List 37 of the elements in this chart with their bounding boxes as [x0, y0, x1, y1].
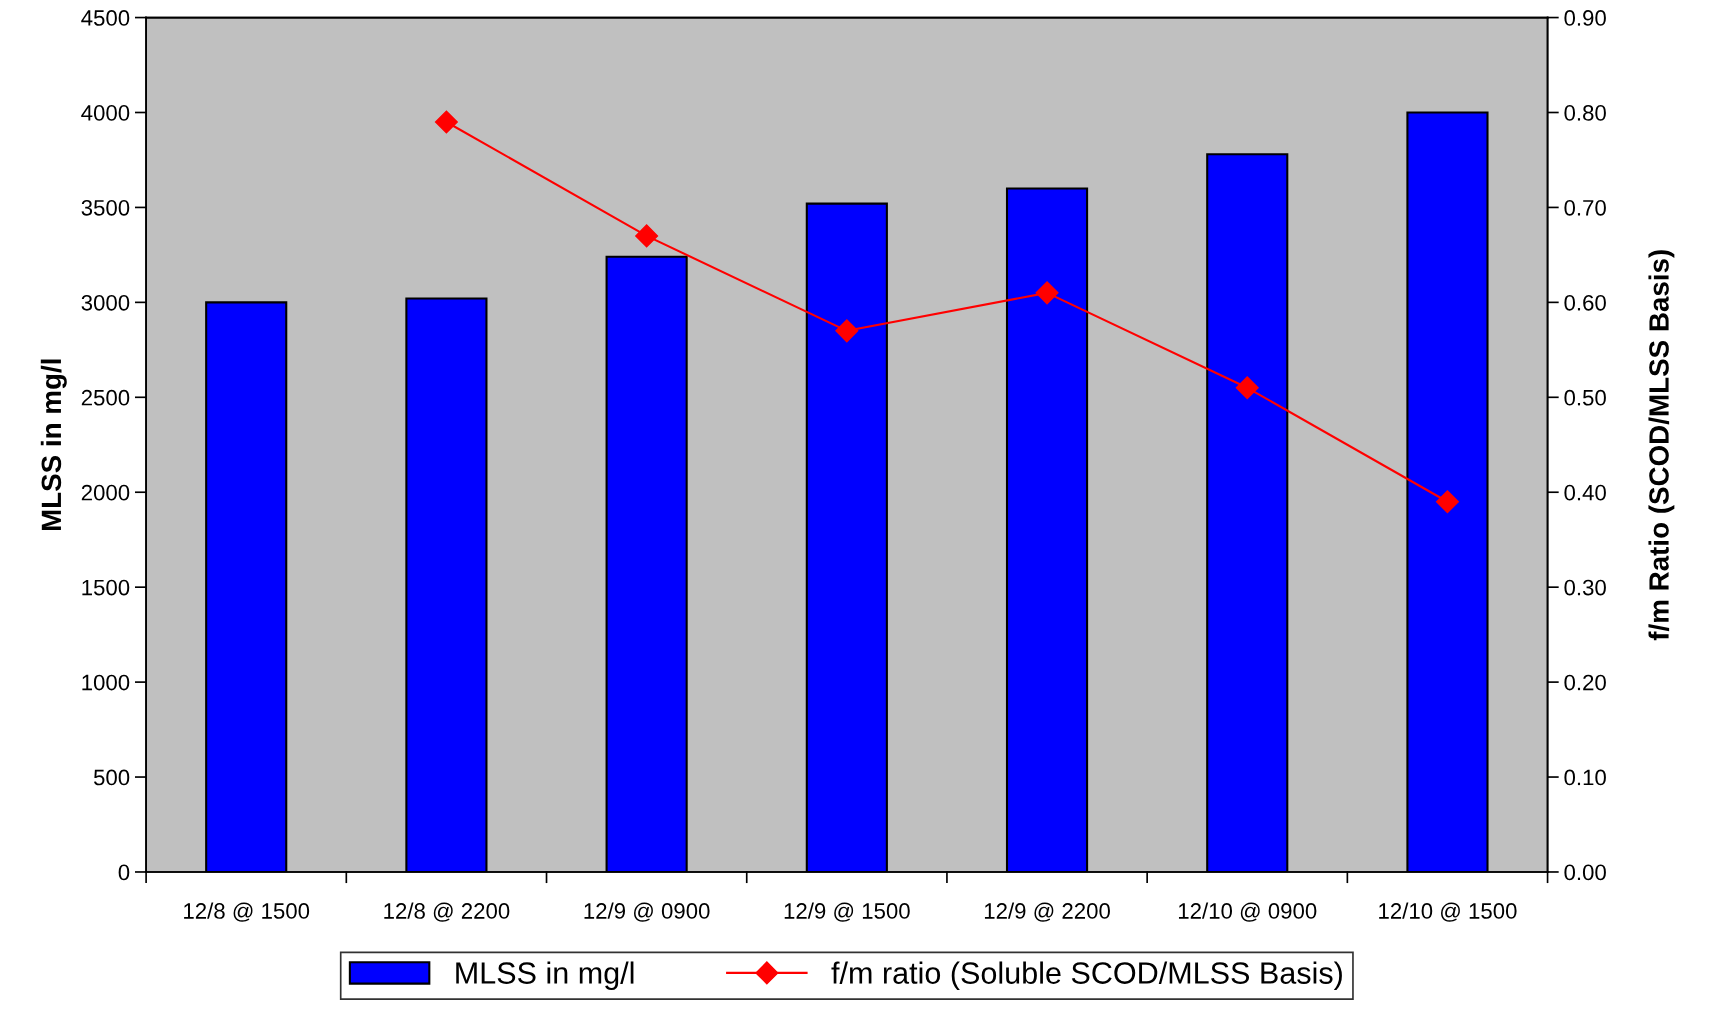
y-tick-label: 0 — [118, 864, 130, 881]
point — [434, 110, 458, 134]
y-tick-label: 4500 — [81, 10, 130, 26]
x-tick-label: 12/9 @ 0900 — [584, 902, 710, 922]
y2-tick-label: 0.10 — [1564, 769, 1606, 786]
legend-label: f/m ratio (Soluble SCOD/MLSS Basis) — [831, 961, 1342, 990]
x-tick-label: 12/9 @ 1500 — [784, 902, 910, 922]
y2-tick-label: 0.30 — [1564, 579, 1606, 596]
y-tick-label: 3000 — [81, 294, 130, 311]
y2-tick-label: 0.80 — [1564, 105, 1606, 121]
point — [1235, 376, 1259, 400]
y2-tick-label: 0.70 — [1564, 199, 1606, 216]
y-tick-label: 500 — [93, 769, 130, 786]
y-tick-label: 3500 — [81, 199, 130, 216]
x-tick-label: 12/8 @ 2200 — [384, 902, 510, 922]
y2-tick-label: 0.00 — [1564, 864, 1606, 881]
x-tick-label: 12/10 @ 1500 — [1379, 902, 1517, 922]
y-tick-label: 1500 — [82, 579, 130, 596]
point — [1435, 490, 1459, 514]
y-tick-label: 4000 — [81, 105, 130, 121]
y2-axis-title: f/m Ratio (SCOD/MLSS Basis) — [1648, 250, 1675, 641]
y-axis-title: MLSS in mg/l — [40, 359, 67, 531]
y2-tick-label: 0.90 — [1564, 10, 1606, 26]
y2-tick-label: 0.40 — [1564, 484, 1606, 501]
y2-tick-label: 0.20 — [1564, 674, 1606, 691]
x-tick-label: 12/9 @ 2200 — [984, 902, 1110, 922]
x-tick-label: 12/8 @ 1500 — [184, 902, 310, 922]
point — [635, 224, 659, 248]
point — [835, 319, 859, 343]
point — [1035, 281, 1059, 305]
y2-tick-label: 0.60 — [1564, 294, 1606, 311]
y2-tick-label: 0.50 — [1564, 389, 1606, 406]
x-tick-label: 12/10 @ 0900 — [1178, 902, 1317, 922]
y-tick-label: 2000 — [81, 484, 130, 501]
y-tick-label: 2500 — [81, 389, 130, 406]
y-tick-label: 1000 — [82, 674, 130, 691]
legend-label: MLSS in mg/l — [456, 961, 634, 990]
